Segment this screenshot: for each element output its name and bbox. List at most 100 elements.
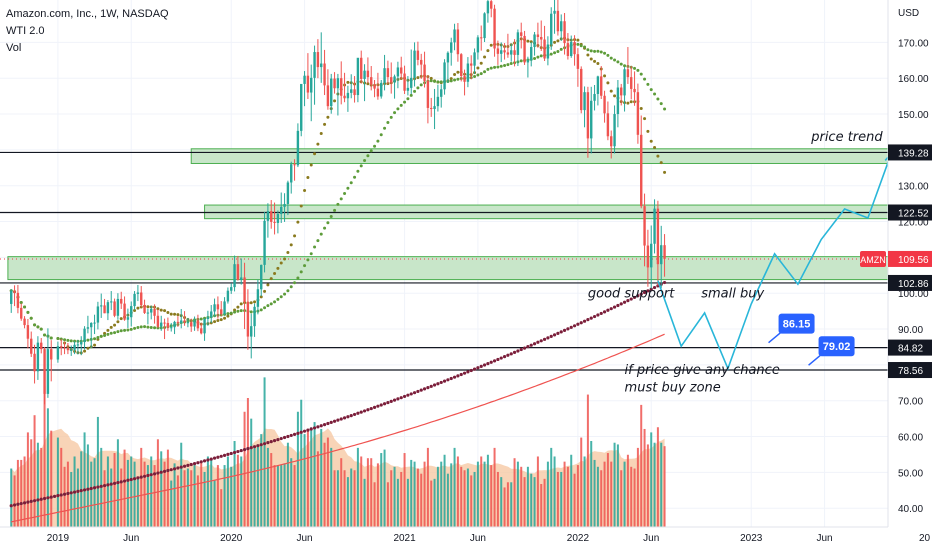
ma-dot xyxy=(502,355,507,359)
volume-bar xyxy=(470,475,473,527)
candle xyxy=(413,42,416,87)
ma-dot xyxy=(333,208,337,212)
ma-dot xyxy=(166,311,170,315)
ma-dot xyxy=(539,339,543,343)
ma-dot xyxy=(469,368,473,373)
ma-dot xyxy=(406,97,410,101)
volume-bar xyxy=(233,441,236,527)
candle-body xyxy=(196,320,200,329)
candle xyxy=(600,66,603,99)
candle xyxy=(163,318,166,340)
candle xyxy=(266,203,270,238)
candle xyxy=(533,31,536,56)
candle xyxy=(596,75,600,106)
candle xyxy=(573,35,576,66)
candle-body xyxy=(200,328,203,334)
ma-dot xyxy=(363,158,367,162)
volume-bar xyxy=(456,456,459,527)
ma-dot xyxy=(299,204,303,208)
candle xyxy=(143,299,146,314)
ma-dot xyxy=(106,332,110,336)
candle-body xyxy=(183,320,186,323)
volume-bar xyxy=(546,461,549,527)
volume-bar xyxy=(653,442,656,527)
candle xyxy=(70,345,73,356)
candle xyxy=(483,12,486,43)
ma-dot xyxy=(379,403,383,407)
ma-dot xyxy=(236,305,240,309)
candle xyxy=(560,14,563,41)
ma-dot xyxy=(396,107,400,111)
volume-bar xyxy=(656,427,659,527)
ma-dot xyxy=(499,64,503,68)
volume-bar xyxy=(263,377,266,527)
ma-dot xyxy=(306,175,310,179)
ma-dot xyxy=(392,398,397,402)
ma-dot xyxy=(83,349,87,353)
candle xyxy=(376,72,380,100)
volume-bar xyxy=(113,453,116,527)
volume-bar xyxy=(566,466,569,527)
ma-dot xyxy=(22,501,27,505)
ma-dot xyxy=(93,343,97,347)
ma-dot xyxy=(63,338,67,342)
candle xyxy=(20,303,23,321)
candle-body xyxy=(150,308,153,313)
candle xyxy=(366,57,370,84)
ma-dot xyxy=(12,503,17,507)
ma-dot xyxy=(113,331,117,335)
volume-bar xyxy=(216,465,219,527)
volume-bar xyxy=(646,444,649,527)
ma-dot xyxy=(156,307,160,311)
candle-body xyxy=(576,54,580,69)
ma-dot xyxy=(583,45,587,49)
candle-body xyxy=(583,92,586,111)
volume-bar xyxy=(46,408,49,527)
candle xyxy=(60,339,63,356)
candle xyxy=(606,101,610,141)
ma-dot xyxy=(479,61,483,65)
volume-bar xyxy=(86,444,89,527)
ma-dot xyxy=(586,53,590,57)
candle xyxy=(213,298,216,317)
candle xyxy=(186,317,190,328)
candle xyxy=(650,225,653,289)
ma-dot xyxy=(479,72,483,76)
candle-body xyxy=(190,322,193,327)
candle-body xyxy=(353,89,356,96)
ma-dot xyxy=(636,68,640,72)
ma-dot xyxy=(146,325,150,329)
volume-bar xyxy=(396,478,399,527)
ma-dot xyxy=(462,371,467,375)
candle xyxy=(23,316,26,329)
candle xyxy=(306,53,310,99)
candle-body xyxy=(570,42,573,56)
ma-dot xyxy=(526,345,530,349)
candle xyxy=(183,311,186,326)
ma-dot xyxy=(329,420,333,425)
ma-dot xyxy=(376,404,380,408)
ma-dot xyxy=(299,430,303,434)
volume-bar xyxy=(383,449,386,527)
ma-dot xyxy=(422,387,427,391)
candle xyxy=(246,289,250,350)
candle xyxy=(230,283,233,294)
candle xyxy=(463,69,466,96)
candle xyxy=(33,344,36,384)
ma-dot xyxy=(316,425,320,429)
price-level-label: 139.28 xyxy=(888,144,932,161)
ma-dot xyxy=(449,376,453,381)
ma-dot xyxy=(29,316,33,320)
ma-dot xyxy=(529,40,533,44)
volume-bar xyxy=(180,442,183,527)
candle-body xyxy=(396,67,400,77)
ma-dot xyxy=(343,192,347,196)
volume-bar xyxy=(496,471,499,527)
volume-bar xyxy=(433,478,436,527)
volume-bar xyxy=(203,471,206,527)
candle xyxy=(590,86,593,154)
candle-body xyxy=(340,78,343,96)
candle-body xyxy=(260,264,263,290)
